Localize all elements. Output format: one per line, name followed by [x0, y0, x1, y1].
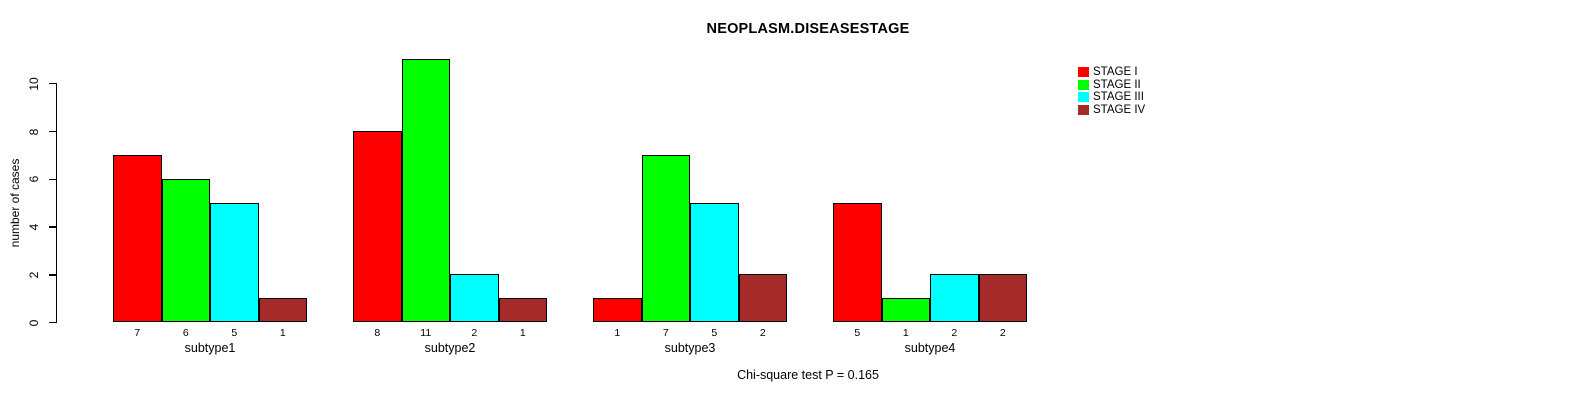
bar-value-label: 8 — [374, 327, 381, 339]
x-group-label-subtype2: subtype2 — [424, 341, 476, 355]
bar-value-label: 6 — [182, 327, 189, 339]
bar-value-label: 1 — [279, 327, 286, 339]
legend-item-stage-i: STAGE I — [1078, 66, 1138, 79]
bar-value-label: 5 — [854, 327, 861, 339]
bar-subtype1-stage-iv — [258, 298, 307, 322]
y-tick-mark — [49, 130, 56, 133]
bar-subtype2-stage-iv — [498, 298, 547, 322]
x-group-label-subtype4: subtype4 — [904, 341, 956, 355]
bar-value-label: 2 — [951, 327, 958, 339]
bar-value-label: 5 — [231, 327, 238, 339]
bar-subtype4-stage-i — [833, 202, 882, 322]
x-group-label-subtype1: subtype1 — [184, 341, 236, 355]
y-axis-line — [56, 83, 58, 324]
bar-subtype1-stage-i — [113, 154, 162, 322]
bar-subtype2-stage-ii — [401, 59, 450, 322]
chi-square-annotation: Chi-square test P = 0.165 — [737, 368, 879, 382]
bar-subtype4-stage-iv — [978, 274, 1027, 322]
bar-value-label: 2 — [471, 327, 478, 339]
bar-value-label: 7 — [134, 327, 141, 339]
y-tick-label: 0 — [27, 319, 41, 327]
y-tick-mark — [49, 178, 56, 180]
bar-value-label: 1 — [519, 327, 526, 339]
legend-label: STAGE III — [1093, 91, 1144, 104]
bar-subtype2-stage-iii — [450, 274, 499, 322]
legend-label: STAGE II — [1093, 78, 1141, 91]
legend-label: STAGE IV — [1093, 103, 1146, 116]
bar-value-label: 5 — [711, 327, 718, 339]
y-tick-mark — [49, 274, 56, 276]
bar-subtype4-stage-ii — [881, 298, 930, 322]
y-tick-mark — [49, 226, 56, 228]
bar-subtype3-stage-i — [593, 298, 642, 322]
x-group-label-subtype3: subtype3 — [664, 341, 716, 355]
bar-subtype4-stage-iii — [930, 274, 979, 322]
bar-subtype1-stage-ii — [161, 178, 210, 322]
bar-subtype1-stage-iii — [210, 202, 259, 322]
bar-value-label: 2 — [759, 327, 766, 339]
legend-item-stage-iv: STAGE IV — [1078, 104, 1145, 117]
y-tick-label: 4 — [27, 223, 41, 231]
bar-subtype2-stage-i — [353, 130, 402, 322]
chart-title: NEOPLASM.DISEASESTAGE — [706, 21, 910, 37]
legend-swatch — [1078, 67, 1089, 78]
y-tick-label: 6 — [27, 175, 41, 183]
y-tick-label: 10 — [27, 77, 41, 91]
bar-subtype3-stage-iii — [690, 202, 739, 322]
bar-value-label: 1 — [614, 327, 621, 339]
legend-swatch — [1078, 104, 1089, 115]
y-axis-label: number of cases — [8, 158, 22, 248]
y-tick-label: 2 — [27, 271, 41, 279]
bar-value-label: 7 — [662, 327, 669, 339]
y-tick-mark — [49, 83, 56, 85]
legend-item-stage-iii: STAGE III — [1078, 91, 1144, 104]
bar-value-label: 2 — [999, 327, 1006, 339]
y-tick-mark — [49, 322, 56, 324]
legend-swatch — [1078, 92, 1089, 103]
legend-label: STAGE I — [1093, 66, 1138, 79]
y-tick-label: 8 — [27, 128, 41, 135]
bar-value-label: 1 — [902, 327, 909, 339]
bar-subtype3-stage-ii — [641, 154, 690, 322]
legend-item-stage-ii: STAGE II — [1078, 79, 1141, 92]
bar-value-label: 11 — [420, 327, 432, 339]
legend-swatch — [1078, 79, 1089, 90]
bar-subtype3-stage-iv — [738, 274, 787, 322]
